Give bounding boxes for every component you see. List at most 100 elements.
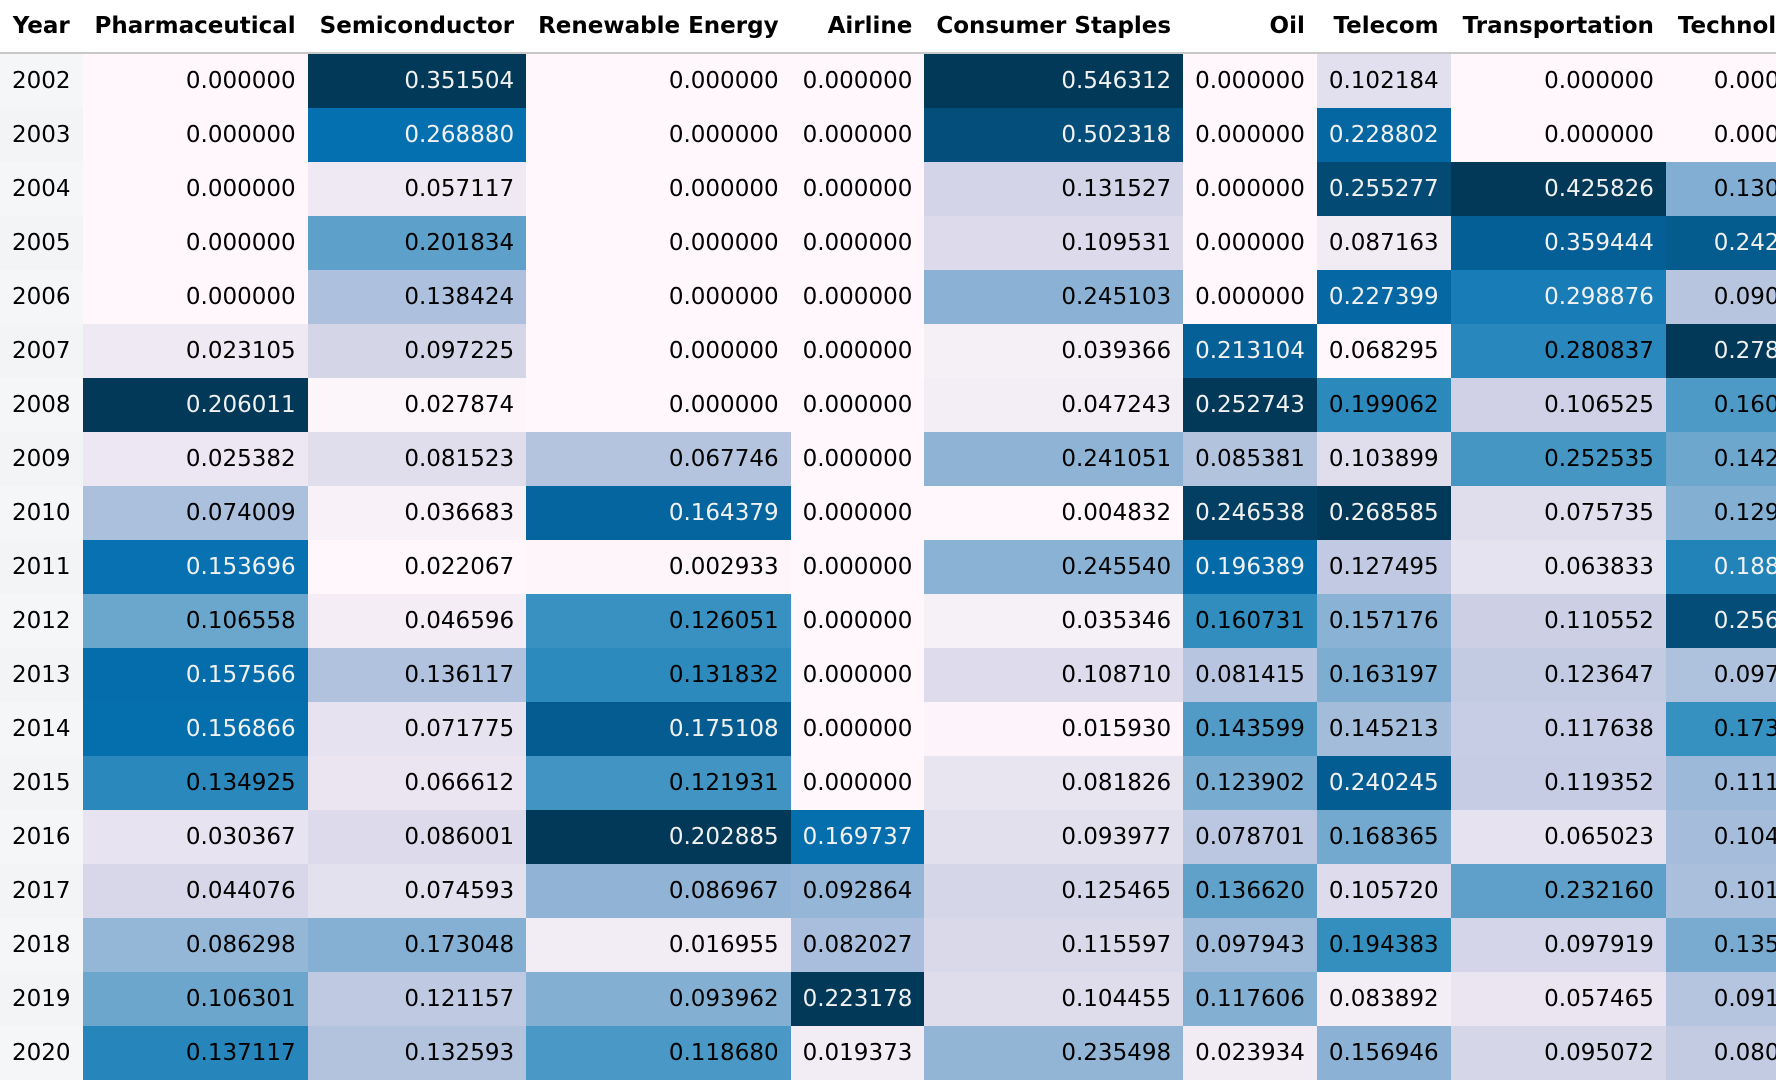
heatmap-cell: 0.071775 — [307, 702, 527, 756]
heatmap-cell: 0.106558 — [82, 594, 308, 648]
heatmap-cell: 0.000000 — [1183, 53, 1317, 108]
heatmap-cell: 0.000000 — [790, 594, 925, 648]
table-row: 2002 0.000000 0.351504 0.000000 0.000000 0.54… — [0, 53, 1776, 108]
heatmap-cell: 0.268585 — [1316, 486, 1451, 540]
heatmap-cell: 0.130253 — [1665, 162, 1776, 216]
heatmap-cell: 0.252535 — [1450, 432, 1666, 486]
heatmap-cell: 0.169737 — [790, 810, 925, 864]
heatmap-cell: 0.115597 — [924, 918, 1184, 972]
heatmap-cell: 0.000000 — [1183, 162, 1317, 216]
heatmap-cell: 0.087163 — [1316, 216, 1451, 270]
heatmap-cell: 0.000000 — [1183, 216, 1317, 270]
heatmap-cell: 0.131527 — [924, 162, 1184, 216]
heatmap-cell: 0.136620 — [1183, 864, 1317, 918]
heatmap-cell: 0.145213 — [1316, 702, 1451, 756]
heatmap-cell: 0.143599 — [1183, 702, 1317, 756]
heatmap-cell: 0.000000 — [790, 53, 925, 108]
heatmap-cell: 0.127495 — [1316, 540, 1451, 594]
heatmap-cell: 0.025382 — [82, 432, 308, 486]
table-row: 2003 0.000000 0.268880 0.000000 0.000000 0.50… — [0, 108, 1776, 162]
heatmap-cell: 0.132593 — [307, 1026, 527, 1080]
heatmap-cell: 0.000000 — [790, 756, 925, 810]
table-row: 2012 0.106558 0.046596 0.126051 0.000000 0.03… — [0, 594, 1776, 648]
heatmap-cell: 0.074593 — [307, 864, 527, 918]
year-cell: 2017 — [0, 864, 83, 918]
table-row: 2005 0.000000 0.201834 0.000000 0.000000 0.10… — [0, 216, 1776, 270]
year-cell: 2020 — [0, 1026, 83, 1080]
heatmap-cell: 0.000000 — [526, 53, 791, 108]
column-header: Consumer Staples — [924, 0, 1184, 54]
heatmap-cell: 0.057117 — [307, 162, 527, 216]
heatmap-cell: 0.000000 — [1665, 108, 1776, 162]
heatmap-cell: 0.086298 — [82, 918, 308, 972]
heatmap-cell: 0.188046 — [1665, 540, 1776, 594]
column-header: Transportation — [1450, 0, 1666, 54]
heatmap-cell: 0.000000 — [1450, 108, 1666, 162]
heatmap-cell: 0.000000 — [790, 432, 925, 486]
heatmap-cell: 0.091983 — [1665, 972, 1776, 1026]
heatmap-cell: 0.047243 — [924, 378, 1184, 432]
heatmap-cell: 0.157566 — [82, 648, 308, 702]
heatmap-cell: 0.000000 — [82, 108, 308, 162]
heatmap-cell: 0.000000 — [790, 486, 925, 540]
heatmap-cell: 0.157176 — [1316, 594, 1451, 648]
heatmap-cell: 0.105720 — [1316, 864, 1451, 918]
heatmap-cell: 0.280837 — [1450, 324, 1666, 378]
heatmap-cell: 0.298876 — [1450, 270, 1666, 324]
table-row: 2011 0.153696 0.022067 0.002933 0.000000 0.24… — [0, 540, 1776, 594]
heatmap-cell: 0.255277 — [1316, 162, 1451, 216]
heatmap-cell: 0.086967 — [526, 864, 791, 918]
heatmap-cell: 0.083892 — [1316, 972, 1451, 1026]
heatmap-cell: 0.117606 — [1183, 972, 1317, 1026]
heatmap-cell: 0.156946 — [1316, 1026, 1451, 1080]
heatmap-cell: 0.044076 — [82, 864, 308, 918]
heatmap-cell: 0.004832 — [924, 486, 1184, 540]
heatmap-cell: 0.000000 — [1183, 108, 1317, 162]
heatmap-cell: 0.425826 — [1450, 162, 1666, 216]
heatmap-cell: 0.035346 — [924, 594, 1184, 648]
heatmap-cell: 0.065023 — [1450, 810, 1666, 864]
heatmap-cell: 0.039366 — [924, 324, 1184, 378]
heatmap-cell: 0.202885 — [526, 810, 791, 864]
year-cell: 2004 — [0, 162, 83, 216]
heatmap-cell: 0.066612 — [307, 756, 527, 810]
heatmap-cell: 0.227399 — [1316, 270, 1451, 324]
heatmap-cell: 0.080786 — [1665, 1026, 1776, 1080]
heatmap-cell: 0.256990 — [1665, 594, 1776, 648]
heatmap-cell: 0.173048 — [307, 918, 527, 972]
column-header: Pharmaceutical — [82, 0, 308, 54]
heatmap-cell: 0.097919 — [1450, 918, 1666, 972]
heatmap-cell: 0.173871 — [1665, 702, 1776, 756]
heatmap-cell: 0.123902 — [1183, 756, 1317, 810]
year-cell: 2014 — [0, 702, 83, 756]
table-row: 2006 0.000000 0.138424 0.000000 0.000000 0.24… — [0, 270, 1776, 324]
heatmap-cell: 0.000000 — [82, 270, 308, 324]
heatmap-cell: 0.359444 — [1450, 216, 1666, 270]
table-row: 2004 0.000000 0.057117 0.000000 0.000000 0.13… — [0, 162, 1776, 216]
table-row: 2020 0.137117 0.132593 0.118680 0.019373 0.23… — [0, 1026, 1776, 1080]
heatmap-cell: 0.074009 — [82, 486, 308, 540]
heatmap-cell: 0.246538 — [1183, 486, 1317, 540]
heatmap-cell: 0.081523 — [307, 432, 527, 486]
heatmap-cell: 0.027874 — [307, 378, 527, 432]
heatmap-cell: 0.134925 — [82, 756, 308, 810]
table-row: 2015 0.134925 0.066612 0.121931 0.000000 0.08… — [0, 756, 1776, 810]
heatmap-cell: 0.090199 — [1665, 270, 1776, 324]
heatmap-cell: 0.081415 — [1183, 648, 1317, 702]
table-row: 2013 0.157566 0.136117 0.131832 0.000000 0.10… — [0, 648, 1776, 702]
heatmap-cell: 0.123647 — [1450, 648, 1666, 702]
column-header: Telecom — [1316, 0, 1451, 54]
table-body: 2002 0.000000 0.351504 0.000000 0.000000 0.54… — [0, 53, 1776, 1080]
heatmap-cell: 0.000000 — [790, 216, 925, 270]
year-cell: 2009 — [0, 432, 83, 486]
heatmap-cell: 0.095072 — [1450, 1026, 1666, 1080]
heatmap-cell: 0.119352 — [1450, 756, 1666, 810]
heatmap-cell: 0.109531 — [924, 216, 1184, 270]
year-cell: 2002 — [0, 53, 83, 108]
heatmap-cell: 0.075735 — [1450, 486, 1666, 540]
column-header: Renewable Energy — [526, 0, 791, 54]
year-cell: 2011 — [0, 540, 83, 594]
heatmap-cell: 0.000000 — [790, 378, 925, 432]
heatmap-cell: 0.000000 — [790, 162, 925, 216]
